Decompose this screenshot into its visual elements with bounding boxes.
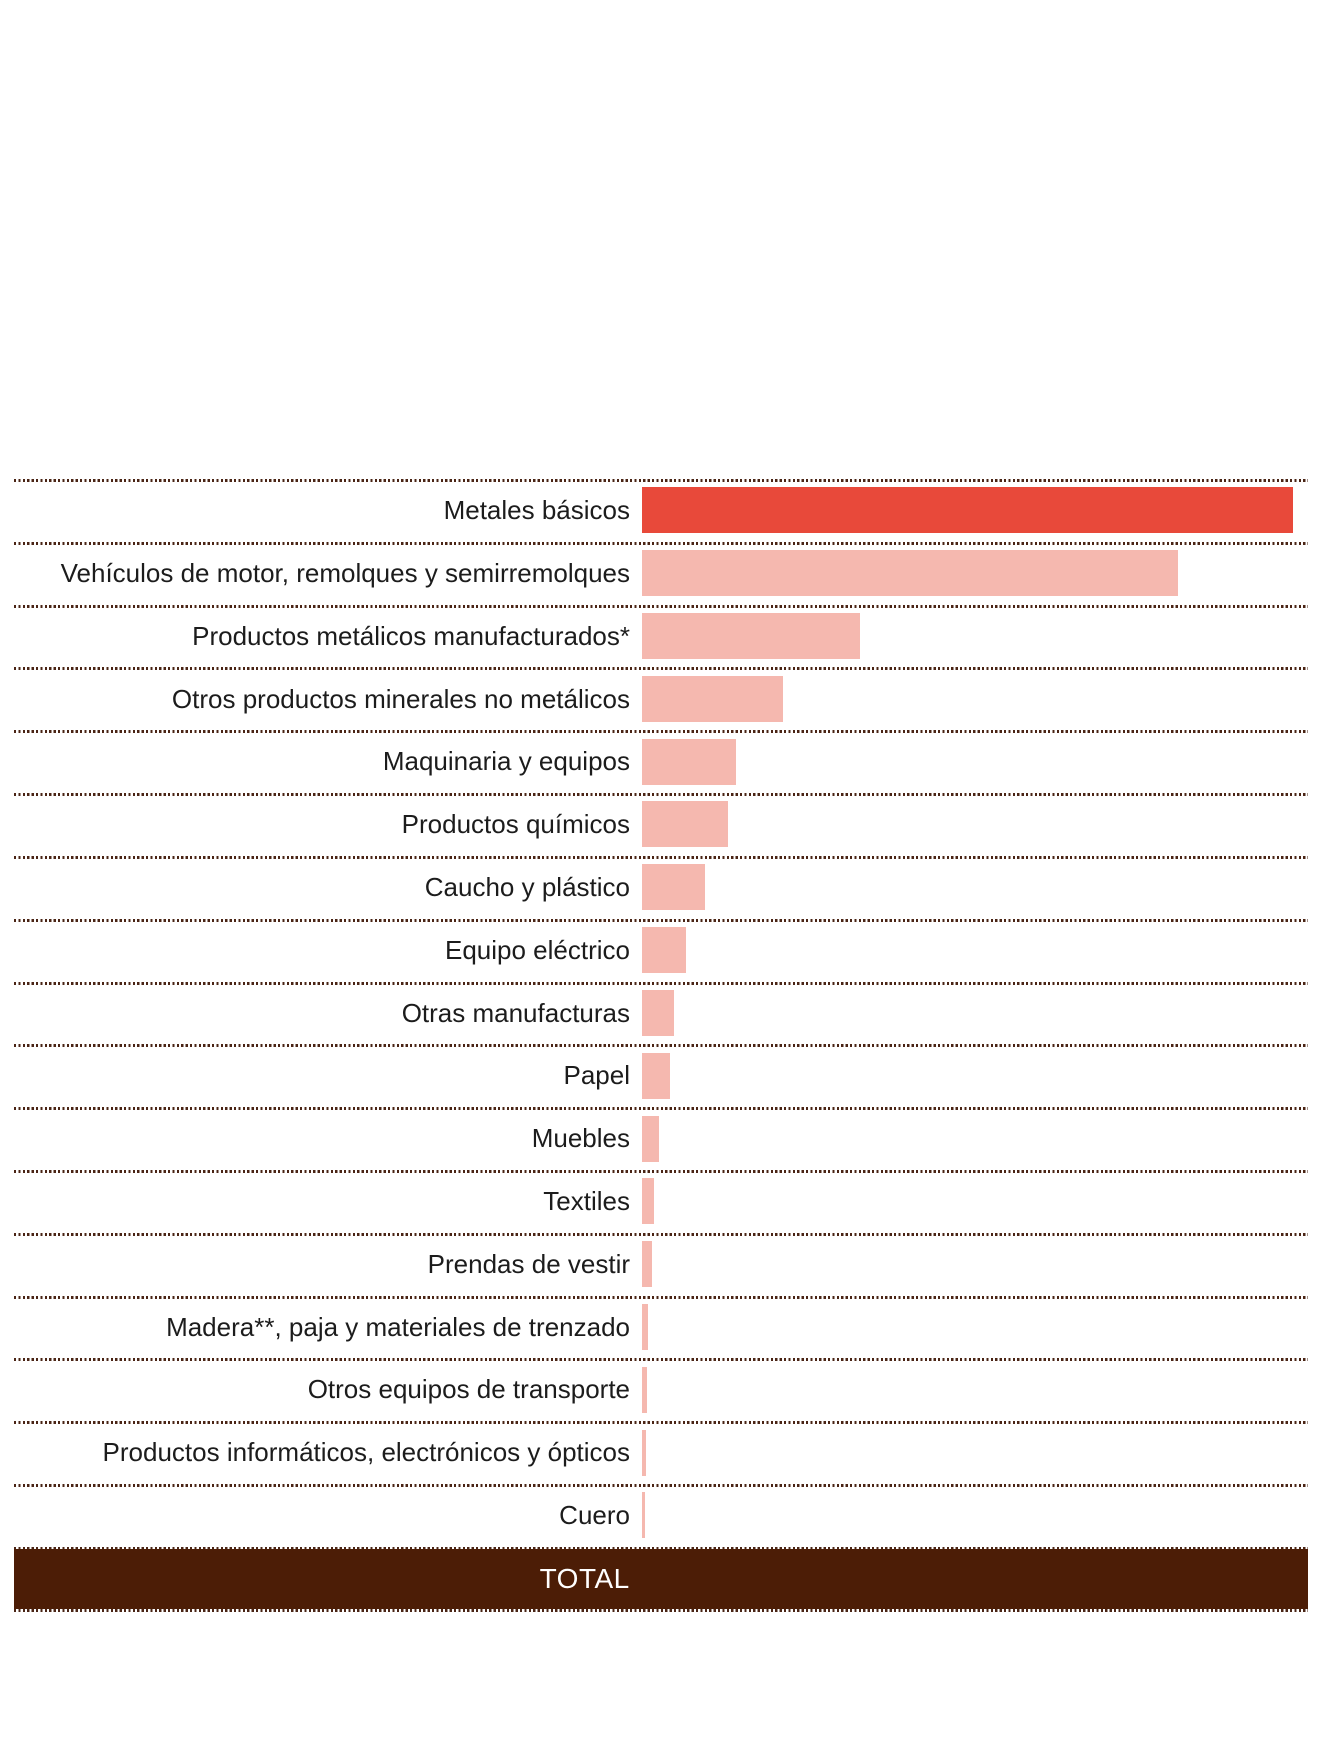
chart-row-cuero: Cuero	[14, 1484, 1308, 1547]
plot-area	[642, 1115, 1308, 1162]
bar-papel	[642, 1052, 670, 1099]
bar-cuero	[642, 1492, 645, 1539]
bar-chart: Metales básicos Vehículos de motor, remo…	[14, 479, 1308, 1612]
chart-row-vehiculos-de-motor: Vehículos de motor, remolques y semirrem…	[14, 541, 1308, 605]
plot-area	[642, 1178, 1308, 1225]
total-label: TOTAL	[539, 1563, 630, 1595]
category-label: Maquinaria y equipos	[382, 746, 630, 777]
bar-equipo-electrico	[642, 927, 686, 974]
category-label: Equipo eléctrico	[445, 934, 630, 965]
bar-metales-basicos	[642, 487, 1293, 534]
total-bar: TOTAL	[14, 1549, 1308, 1610]
plot-area	[642, 550, 1308, 597]
bar-otras-manufacturas	[642, 989, 674, 1036]
chart-row-prendas-de-vestir: Prendas de vestir	[14, 1232, 1308, 1296]
category-label: Cuero	[559, 1500, 630, 1531]
chart-row-equipo-electrico: Equipo eléctrico	[14, 918, 1308, 982]
bar-prendas-de-vestir	[642, 1241, 652, 1288]
chart-row-madera-paja-trenzado: Madera**, paja y materiales de trenzado	[14, 1295, 1308, 1359]
category-label: Productos informáticos, electrónicos y ó…	[102, 1437, 630, 1468]
chart-row-maquinaria-y-equipos: Maquinaria y equipos	[14, 730, 1308, 794]
plot-area	[642, 927, 1308, 974]
plot-area	[642, 675, 1308, 722]
chart-row-productos-informaticos: Productos informáticos, electrónicos y ó…	[14, 1421, 1308, 1484]
chart-row-caucho-y-plastico: Caucho y plástico	[14, 855, 1308, 919]
plot-area	[642, 801, 1308, 848]
bar-madera-paja-trenzado	[642, 1303, 648, 1350]
category-label: Metales básicos	[443, 495, 630, 526]
bar-productos-metalicos	[642, 613, 860, 660]
category-label: Productos químicos	[401, 809, 630, 840]
plot-area	[642, 487, 1308, 534]
plot-area	[642, 1366, 1308, 1413]
total-row: TOTAL	[14, 1546, 1308, 1612]
plot-area	[642, 864, 1308, 911]
category-label: Otras manufacturas	[401, 997, 630, 1028]
bar-productos-informaticos	[642, 1429, 646, 1476]
chart-row-metales-basicos: Metales básicos	[14, 479, 1308, 542]
chart-row-otros-minerales-no-metalicos: Otros productos minerales no metálicos	[14, 667, 1308, 731]
category-label: Textiles	[543, 1186, 630, 1217]
chart-row-textiles: Textiles	[14, 1169, 1308, 1233]
dotted-separator	[14, 1608, 1308, 1612]
chart-row-otras-manufacturas: Otras manufacturas	[14, 981, 1308, 1045]
chart-row-productos-metalicos: Productos metálicos manufacturados*	[14, 604, 1308, 668]
category-label: Vehículos de motor, remolques y semirrem…	[60, 557, 630, 588]
plot-area	[642, 1429, 1308, 1476]
plot-area	[642, 1303, 1308, 1350]
bar-textiles	[642, 1178, 654, 1225]
plot-area	[642, 1241, 1308, 1288]
plot-area	[642, 1492, 1308, 1539]
bar-otros-equipos-de-transporte	[642, 1366, 647, 1413]
category-label: Papel	[563, 1060, 631, 1091]
bar-caucho-y-plastico	[642, 864, 705, 911]
bar-otros-minerales-no-metalicos	[642, 675, 783, 722]
plot-area	[642, 1052, 1308, 1099]
bar-maquinaria-y-equipos	[642, 738, 736, 785]
category-label: Productos metálicos manufacturados*	[192, 620, 630, 651]
chart-row-otros-equipos-de-transporte: Otros equipos de transporte	[14, 1358, 1308, 1422]
plot-area	[642, 989, 1308, 1036]
chart-row-productos-quimicos: Productos químicos	[14, 793, 1308, 856]
chart-row-muebles: Muebles	[14, 1107, 1308, 1170]
category-label: Muebles	[531, 1123, 630, 1154]
plot-area	[642, 613, 1308, 660]
dotted-separator	[14, 1546, 1308, 1550]
plot-area	[642, 738, 1308, 785]
category-label: Otros productos minerales no metálicos	[171, 683, 630, 714]
category-label: Caucho y plástico	[424, 871, 630, 902]
bar-vehiculos-de-motor	[642, 550, 1178, 597]
bar-muebles	[642, 1115, 659, 1162]
chart-row-papel: Papel	[14, 1044, 1308, 1108]
category-label: Prendas de vestir	[427, 1248, 630, 1279]
bar-productos-quimicos	[642, 801, 728, 848]
category-label: Otros equipos de transporte	[307, 1374, 630, 1405]
category-label: Madera**, paja y materiales de trenzado	[166, 1311, 630, 1342]
